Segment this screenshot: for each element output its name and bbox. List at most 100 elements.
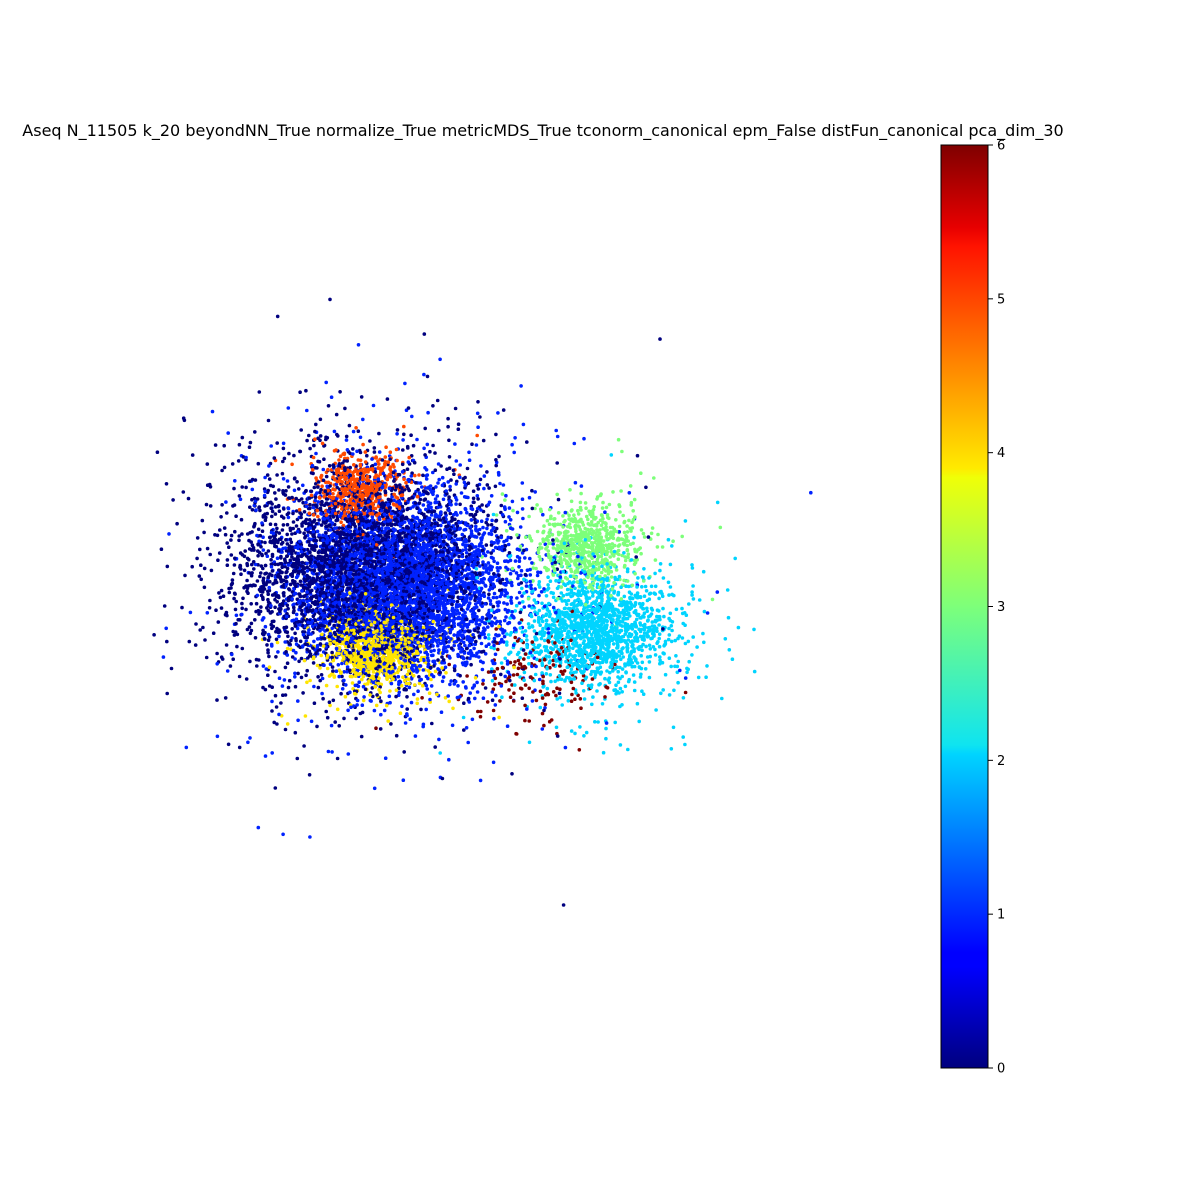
scatter-point-label-1: [489, 494, 494, 498]
scatter-point-label-0: [266, 638, 271, 642]
scatter-point-label-0: [394, 733, 399, 738]
scatter-point-label-2: [704, 675, 708, 679]
scatter-point-label-2: [551, 591, 555, 595]
scatter-point-label-0: [250, 508, 255, 512]
scatter-point-label-0: [343, 570, 348, 575]
scatter-point-label-1: [424, 707, 429, 712]
scatter-point-label-0: [214, 608, 218, 612]
scatter-point-label-0: [252, 567, 256, 571]
scatter-point-label-4: [275, 640, 280, 645]
scatter-point-label-2: [520, 630, 525, 634]
scatter-point-label-2: [544, 672, 549, 676]
scatter-point-label-1: [530, 699, 535, 703]
scatter-point-label-1: [406, 460, 411, 464]
scatter-point-label-4: [308, 678, 312, 683]
scatter-point-label-1: [420, 537, 425, 541]
scatter-point-label-3: [639, 471, 643, 476]
scatter-point-label-2: [540, 671, 544, 675]
scatter-point-label-3: [628, 484, 633, 488]
scatter-point-label-0: [272, 456, 277, 460]
scatter-point-label-0: [224, 643, 229, 647]
scatter-point-label-1: [463, 685, 468, 689]
scatter-point-label-1: [627, 491, 632, 495]
scatter-point-label-2: [619, 628, 624, 633]
scatter-point-label-0: [525, 440, 529, 444]
scatter-point-label-2: [613, 720, 617, 725]
scatter-point-label-1: [493, 621, 498, 626]
scatter-point-label-5: [402, 477, 406, 482]
scatter-point-label-1: [467, 450, 471, 455]
scatter-point-label-0: [266, 673, 270, 677]
scatter-point-label-2: [701, 631, 705, 636]
scatter-point-label-1: [541, 512, 545, 517]
scatter-point-label-1: [472, 683, 477, 687]
scatter-point-label-0: [237, 745, 242, 750]
scatter-point-label-5: [345, 456, 350, 461]
scatter-point-label-0: [195, 556, 199, 561]
scatter-point-label-1: [320, 691, 324, 696]
scatter-point-label-0: [279, 556, 283, 560]
scatter-point-label-0: [261, 685, 265, 690]
scatter-point-label-1: [519, 384, 523, 388]
scatter-point-label-1: [383, 756, 388, 760]
scatter-point-label-3: [561, 525, 565, 529]
scatter-point-label-0: [319, 673, 324, 677]
scatter-point-label-3: [586, 550, 591, 554]
scatter-point-label-3: [609, 560, 613, 565]
scatter-point-label-3: [576, 512, 581, 516]
scatter-point-label-0: [433, 451, 437, 455]
scatter-point-label-0: [273, 522, 278, 527]
scatter-point-label-0: [263, 687, 268, 692]
scatter-point-label-0: [330, 650, 334, 655]
scatter-point-label-2: [604, 736, 608, 741]
scatter-point-label-0: [315, 575, 320, 580]
scatter-point-label-1: [486, 550, 490, 554]
scatter-point-label-0: [203, 638, 207, 642]
scatter-point-label-1: [434, 485, 438, 489]
scatter-point-label-0: [291, 520, 296, 524]
scatter-point-label-1: [424, 683, 429, 688]
scatter-point-label-1: [415, 437, 419, 442]
scatter-point-label-2: [620, 667, 625, 671]
scatter-point-label-0: [409, 454, 414, 458]
scatter-point-label-6: [523, 718, 527, 723]
scatter-point-label-0: [285, 661, 290, 665]
scatter-point-label-1: [250, 487, 255, 492]
scatter-point-label-5: [331, 492, 335, 496]
scatter-point-label-3: [526, 597, 531, 601]
scatter-point-label-3: [535, 503, 539, 507]
scatter-point-label-0: [288, 572, 293, 577]
scatter-point-label-1: [301, 483, 305, 488]
scatter-point-label-2: [582, 734, 586, 738]
scatter-point-label-1: [495, 566, 500, 570]
scatter-point-label-1: [513, 559, 518, 563]
scatter-point-label-5: [344, 499, 349, 504]
scatter-point-label-3: [556, 511, 561, 515]
scatter-point-label-1: [491, 595, 496, 600]
scatter-point-label-1: [340, 687, 345, 691]
scatter-point-label-1: [329, 723, 334, 728]
scatter-point-label-0: [487, 486, 491, 490]
scatter-point-label-3: [575, 580, 580, 584]
scatter-point-label-2: [590, 702, 594, 707]
scatter-point-label-2: [636, 576, 640, 580]
scatter-point-label-1: [450, 723, 455, 728]
scatter-point-label-2: [640, 660, 645, 665]
scatter-point-label-1: [329, 395, 334, 400]
scatter-point-label-3: [583, 526, 587, 531]
scatter-point-label-3: [629, 529, 633, 533]
scatter-point-label-2: [666, 637, 671, 642]
scatter-point-label-0: [231, 504, 235, 508]
scatter-point-label-0: [397, 686, 401, 691]
scatter-point-label-4: [415, 701, 420, 706]
scatter-point-label-1: [512, 450, 516, 455]
scatter-point-label-1: [270, 699, 274, 704]
scatter-point-label-0: [232, 596, 236, 601]
scatter-point-label-0: [257, 505, 262, 509]
scatter-point-label-0: [186, 496, 191, 501]
scatter-point-label-1: [238, 497, 243, 502]
scatter-point-label-1: [436, 462, 441, 466]
scatter-point-label-0: [299, 675, 304, 680]
scatter-point-label-0: [283, 665, 288, 670]
scatter-point-label-6: [515, 672, 520, 677]
